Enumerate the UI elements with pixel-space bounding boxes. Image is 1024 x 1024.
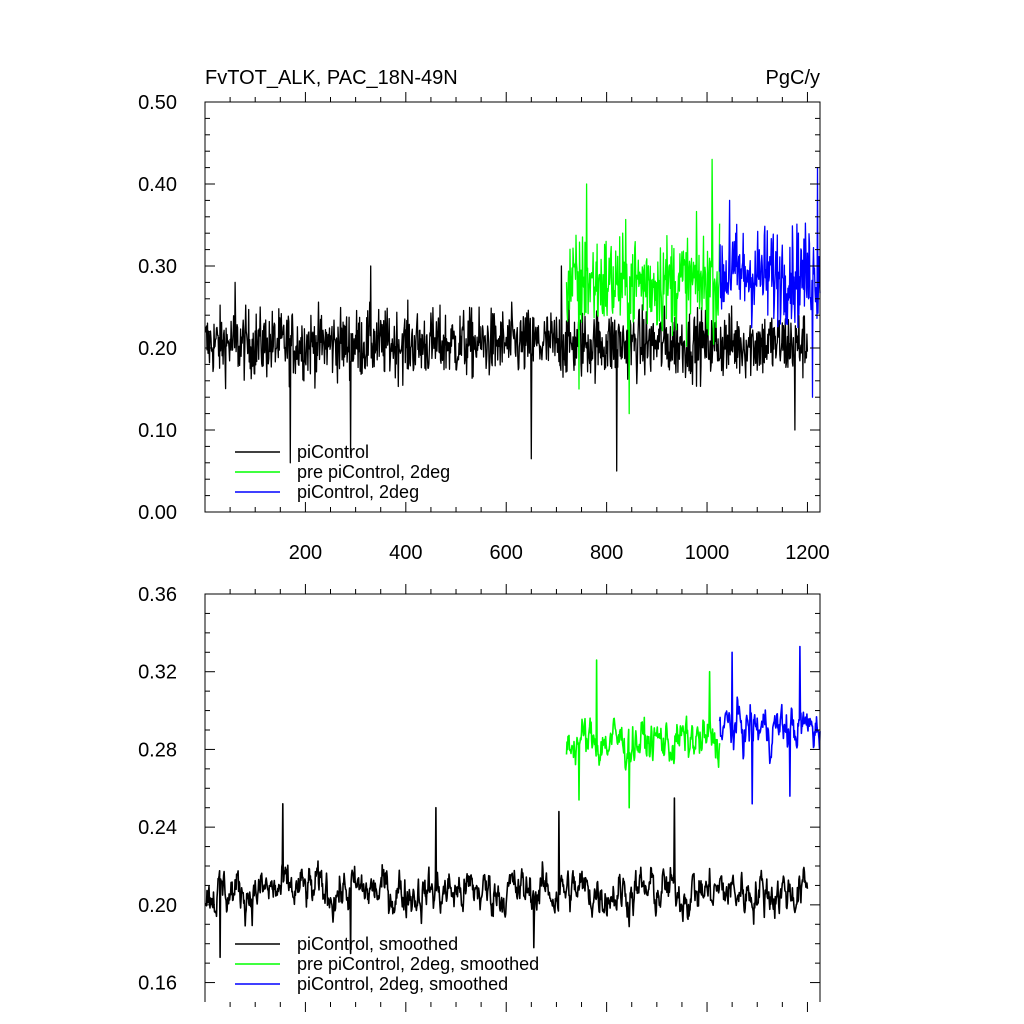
- bottom-panel: 0.16 0.20 0.24 0.28 0.32 0.36 piControl, smoo…: [138, 584, 821, 1012]
- bottom-plot-area: [204, 645, 821, 959]
- series-line: [565, 158, 721, 415]
- x-tick-label: 600: [490, 542, 523, 564]
- legend-label: piControl, 2deg, smoothed: [297, 974, 508, 994]
- legend-label: pre piControl, 2deg: [297, 462, 450, 482]
- series-line: [718, 645, 821, 805]
- series-line: [718, 166, 821, 398]
- legend-label: piControl: [297, 442, 369, 462]
- series-line: [204, 797, 809, 959]
- top-units: PgC/y: [766, 67, 820, 89]
- legend-label: piControl, 2deg: [297, 482, 419, 502]
- top-plot-area: [204, 158, 821, 472]
- x-tick-label: 200: [289, 542, 322, 564]
- y-tick-label: 0.30: [138, 256, 177, 278]
- top-y-axis: 0.00 0.10 0.20 0.30 0.40 0.50: [138, 92, 820, 524]
- x-tick-label: 1000: [685, 542, 730, 564]
- bottom-y-axis: 0.16 0.20 0.24 0.28 0.32 0.36: [138, 584, 820, 995]
- y-tick-label: 0.20: [138, 338, 177, 360]
- y-tick-label: 0.32: [138, 662, 177, 684]
- series-line: [565, 659, 721, 809]
- top-panel: FvTOT_ALK, PAC_18N-49N PgC/y 0.00 0.10 0.2…: [138, 67, 830, 564]
- y-tick-label: 0.40: [138, 174, 177, 196]
- x-tick-label: 400: [389, 542, 422, 564]
- top-x-axis: 200 400 600 800 1000 1200: [229, 92, 830, 564]
- y-tick-label: 0.28: [138, 739, 177, 761]
- bottom-axes-frame: [204, 593, 821, 1002]
- x-tick-label: 800: [590, 542, 623, 564]
- y-tick-label: 0.20: [138, 895, 177, 917]
- y-tick-label: 0.36: [138, 584, 177, 606]
- bottom-x-axis: [229, 584, 808, 1012]
- y-tick-label: 0.00: [138, 502, 177, 524]
- y-tick-label: 0.10: [138, 420, 177, 442]
- y-tick-label: 0.24: [138, 817, 177, 839]
- top-axes-frame: [204, 101, 821, 513]
- y-tick-label: 0.50: [138, 92, 177, 114]
- y-tick-label: 0.16: [138, 973, 177, 995]
- legend-label: piControl, smoothed: [297, 934, 458, 954]
- x-tick-label: 1200: [785, 542, 830, 564]
- top-title: FvTOT_ALK, PAC_18N-49N: [205, 67, 458, 89]
- legend-label: pre piControl, 2deg, smoothed: [297, 954, 539, 974]
